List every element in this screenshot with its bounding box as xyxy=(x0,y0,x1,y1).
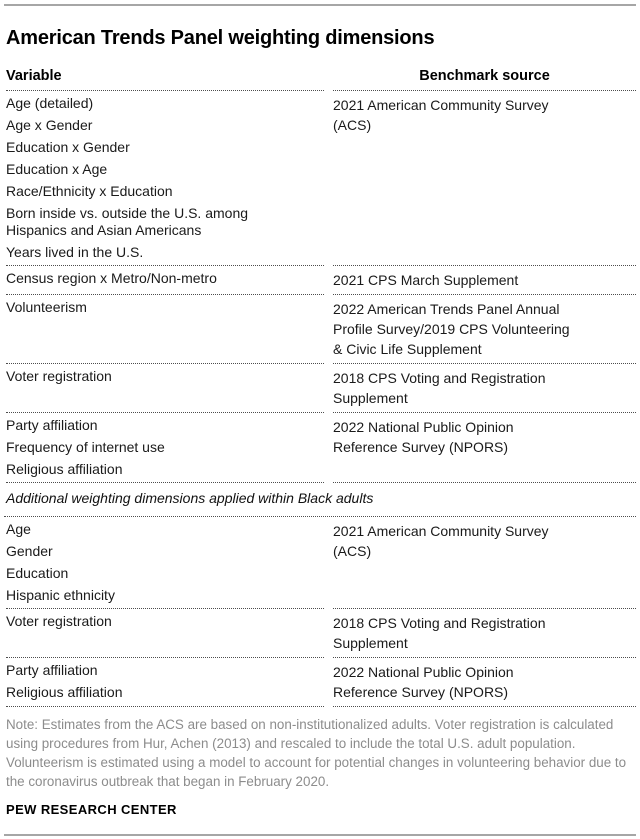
table-row: Volunteerism 2022 American Trends Panel A… xyxy=(4,295,636,364)
variable-cell: Party affiliation Frequency of internet u… xyxy=(6,413,324,483)
footer-brand: PEW RESEARCH CENTER xyxy=(6,802,177,817)
benchmark-source-text: 2022 National Public Opinion Reference S… xyxy=(333,419,514,455)
variable-item: Gender xyxy=(6,543,53,559)
benchmark-source-text: 2021 CPS March Supplement xyxy=(333,272,519,288)
table-row: Voter registration 2018 CPS Voting and Re… xyxy=(4,609,636,658)
benchmark-cell: 2018 CPS Voting and Registration Supplem… xyxy=(333,609,636,658)
table-header-row: Variable Benchmark source xyxy=(4,68,636,91)
top-rule xyxy=(4,4,636,6)
variable-item: Age (detailed) xyxy=(6,95,94,111)
section-header-row: Additional weighting dimensions applied … xyxy=(4,483,636,517)
benchmark-cell: 2021 CPS March Supplement xyxy=(333,266,636,295)
benchmark-cell: 2022 National Public Opinion Reference S… xyxy=(333,658,636,707)
table-row: Voter registration 2018 CPS Voting and Re… xyxy=(4,364,636,413)
benchmark-cell: 2021 American Community Survey (ACS) xyxy=(333,517,636,609)
variable-item: Hispanic ethnicity xyxy=(6,587,115,603)
variable-cell: Census region x Metro/Non-metro xyxy=(6,266,324,295)
benchmark-source-text: 2021 American Community Survey (ACS) xyxy=(333,97,549,133)
table-row: Age Gender Education Hispanic ethnicity 2021… xyxy=(4,517,636,609)
benchmark-source-text: 2021 American Community Survey (ACS) xyxy=(333,523,549,559)
variable-cell: Voter registration xyxy=(6,609,324,658)
variable-item: Voter registration xyxy=(6,613,112,629)
benchmark-cell: 2018 CPS Voting and Registration Supplem… xyxy=(333,364,636,413)
table-note: Note: Estimates from the ACS are based o… xyxy=(6,717,627,789)
variable-cell: Volunteerism xyxy=(6,295,324,364)
variable-item: Education x Age xyxy=(6,161,108,177)
benchmark-cell: 2022 National Public Opinion Reference S… xyxy=(333,413,636,483)
variable-item: Race/Ethnicity x Education xyxy=(6,183,173,199)
variable-cell: Voter registration xyxy=(6,364,324,413)
variable-item: Party affiliation xyxy=(6,417,98,433)
benchmark-source-text: 2022 National Public Opinion Reference S… xyxy=(333,664,514,700)
benchmark-cell: 2022 American Trends Panel Annual Profil… xyxy=(333,295,636,364)
benchmark-source-text: 2022 American Trends Panel Annual Profil… xyxy=(333,301,570,357)
table-body: Age (detailed) Age x Gender Education x Ge… xyxy=(4,91,636,707)
variable-item: Volunteerism xyxy=(6,299,87,315)
variable-item: Age x Gender xyxy=(6,117,93,133)
variable-item: Census region x Metro/Non-metro xyxy=(6,270,217,286)
table-row: Census region x Metro/Non-metro 2021 CPS … xyxy=(4,266,636,295)
benchmark-source-text: 2018 CPS Voting and Registration Supplem… xyxy=(333,615,546,651)
column-header-benchmark-source: Benchmark source xyxy=(333,68,636,91)
table-row: Party affiliation Religious affiliation 20… xyxy=(4,658,636,707)
variable-cell: Age Gender Education Hispanic ethnicity xyxy=(6,517,324,609)
bottom-rule xyxy=(4,834,636,836)
variable-item: Frequency of internet use xyxy=(6,439,165,455)
column-header-variable: Variable xyxy=(6,68,324,91)
variable-item: Years lived in the U.S. xyxy=(6,244,144,260)
variable-item: Religious affiliation xyxy=(6,461,123,477)
variable-item: Born inside vs. outside the U.S. among H… xyxy=(6,205,249,238)
benchmark-source-text: 2018 CPS Voting and Registration Supplem… xyxy=(333,370,546,406)
variable-item: Age xyxy=(6,521,31,537)
benchmark-cell: 2021 American Community Survey (ACS) xyxy=(333,91,636,266)
page-title: American Trends Panel weighting dimensio… xyxy=(6,27,435,49)
table-row: Age (detailed) Age x Gender Education x Ge… xyxy=(4,91,636,266)
variable-cell: Party affiliation Religious affiliation xyxy=(6,658,324,707)
variable-cell: Age (detailed) Age x Gender Education x Ge… xyxy=(6,91,324,266)
variable-item: Party affiliation xyxy=(6,662,98,678)
variable-item: Education x Gender xyxy=(6,139,130,155)
variable-item: Religious affiliation xyxy=(6,684,123,700)
variable-item: Voter registration xyxy=(6,368,112,384)
table-row: Party affiliation Frequency of internet u… xyxy=(4,413,636,483)
variable-item: Education xyxy=(6,565,69,581)
